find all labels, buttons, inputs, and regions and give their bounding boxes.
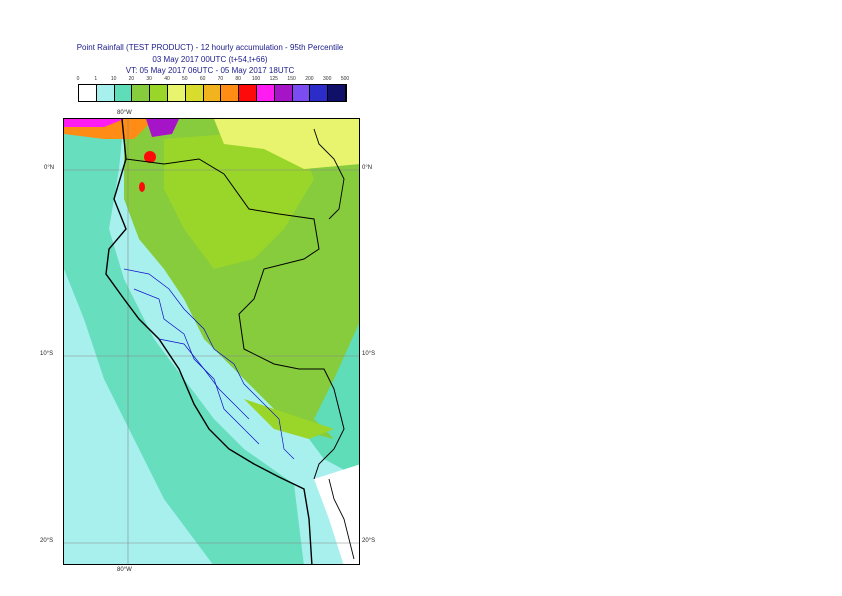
legend-swatch [274,85,293,101]
legend-swatch [114,85,133,101]
bolivia-chile-border [328,478,355,560]
red-cell-1 [144,151,156,163]
north-yellow [214,119,359,169]
legend-swatch [79,85,97,101]
legend-swatch [239,85,257,101]
legend-swatch [185,85,204,101]
legend-swatch [310,85,329,101]
rainfall-map [64,119,359,564]
valid-time: VT: 05 May 2017 06UTC - 05 May 2017 18UT… [125,66,295,75]
lat-label-10-right: 10°S [362,351,376,357]
lat-label-20-right: 20°S [362,538,376,544]
nw-magenta [64,119,124,127]
legend-swatch [96,85,115,101]
lat-label-0-right: 0°N [362,165,373,171]
legend-label: 500 [340,76,350,82]
legend-label: 150 [287,76,296,82]
legend-swatch [167,85,186,101]
region-border-3 [158,338,250,420]
legend-label: 100 [251,76,261,82]
purple-max [146,119,179,137]
legend-swatch [292,85,311,101]
colombia-border [313,128,345,220]
lat-label-20-left: 20°S [40,538,54,544]
legend-swatch [256,85,275,101]
legend-label: 200 [305,76,314,82]
lon-label-top: 80°W [117,110,132,116]
legend-label: 125 [269,76,278,82]
region-border-1 [123,268,295,460]
region-border-2 [133,288,260,445]
lat-label-10-left: 10°S [40,351,54,357]
legend-label: 20 [128,76,135,82]
legend-swatch [150,85,168,101]
coastline [105,119,313,564]
legend-label: 0 [76,76,80,82]
color-legend [78,84,347,102]
legend-label: 1 [94,76,98,82]
lon-label-bottom: 80°W [117,567,132,573]
land-rain-light [164,129,314,269]
legend-swatch [132,85,151,101]
legend-label: 10 [110,76,117,82]
legend-labels: 0 1 10 20 30 40 50 60 70 80 100 125 150 200 300 500 [70,76,360,86]
legend-label: 70 [217,76,224,82]
legend-swatch [328,85,346,101]
legend-swatch [221,85,240,101]
peru-border [125,158,345,480]
map-panel [63,118,360,565]
legend-label: 30 [146,76,152,82]
legend-label: 300 [323,76,332,82]
south-green [244,399,334,439]
lat-label-0-left: 0°N [44,165,55,171]
base-time: 03 May 2017 00UTC (t+54,t+66) [152,55,268,64]
legend-label: 50 [182,76,188,82]
legend-label: 40 [164,76,170,82]
legend-label: 60 [199,76,206,82]
legend-label: 80 [235,76,241,82]
coastal-moisture [64,119,304,564]
dry-area [314,464,359,564]
legend-swatch [203,85,222,101]
red-cell-2 [139,182,145,192]
map-title: Point Rainfall (TEST PRODUCT) - 12 hourl… [76,43,344,52]
